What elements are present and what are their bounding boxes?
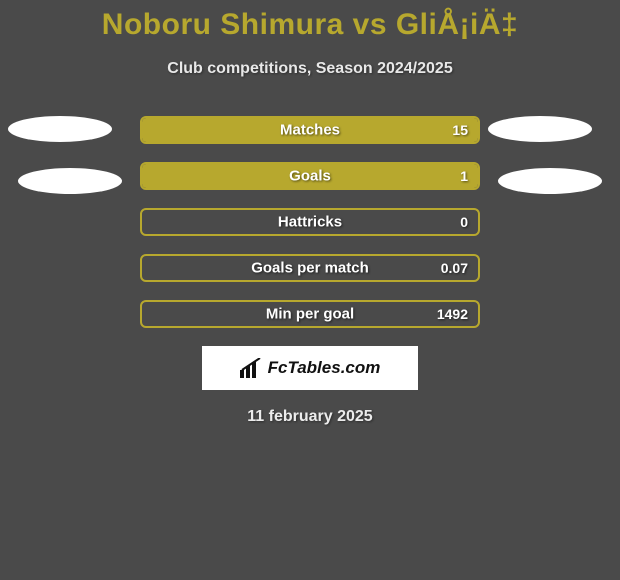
stat-value: 1492 [437,306,468,322]
stat-label: Goals per match [251,260,369,277]
stat-row: Hattricks 0 [140,208,480,236]
stat-value: 0 [460,214,468,230]
player-ellipse [488,116,592,142]
player-ellipse [8,116,112,142]
brand-link[interactable]: FcTables.com [202,346,418,390]
player-ellipse [498,168,602,194]
stat-value: 15 [452,122,468,138]
title-highlight: GliÅ¡iÄ‡ [396,8,518,41]
title-prefix: Noboru Shimura vs [102,8,396,41]
bar-chart-icon [240,358,262,378]
page-title: Noboru Shimura vs GliÅ¡iÄ‡ [0,0,620,42]
stat-value: 1 [460,168,468,184]
stat-row: Goals 1 [140,162,480,190]
stat-row: Matches 15 [140,116,480,144]
player-ellipse [18,168,122,194]
comparison-card: Noboru Shimura vs GliÅ¡iÄ‡ Club competit… [0,0,620,580]
stat-row: Min per goal 1492 [140,300,480,328]
stat-label: Hattricks [278,214,342,231]
stat-label: Matches [280,122,340,139]
stat-label: Goals [289,168,331,185]
stat-label: Min per goal [266,306,354,323]
footer-date: 11 february 2025 [0,408,620,426]
brand-text: FcTables.com [268,358,381,378]
stat-value: 0.07 [441,260,468,276]
stat-row: Goals per match 0.07 [140,254,480,282]
subtitle: Club competitions, Season 2024/2025 [0,60,620,78]
stat-area: Matches 15 Goals 1 Hattricks 0 Goals per… [0,116,620,328]
